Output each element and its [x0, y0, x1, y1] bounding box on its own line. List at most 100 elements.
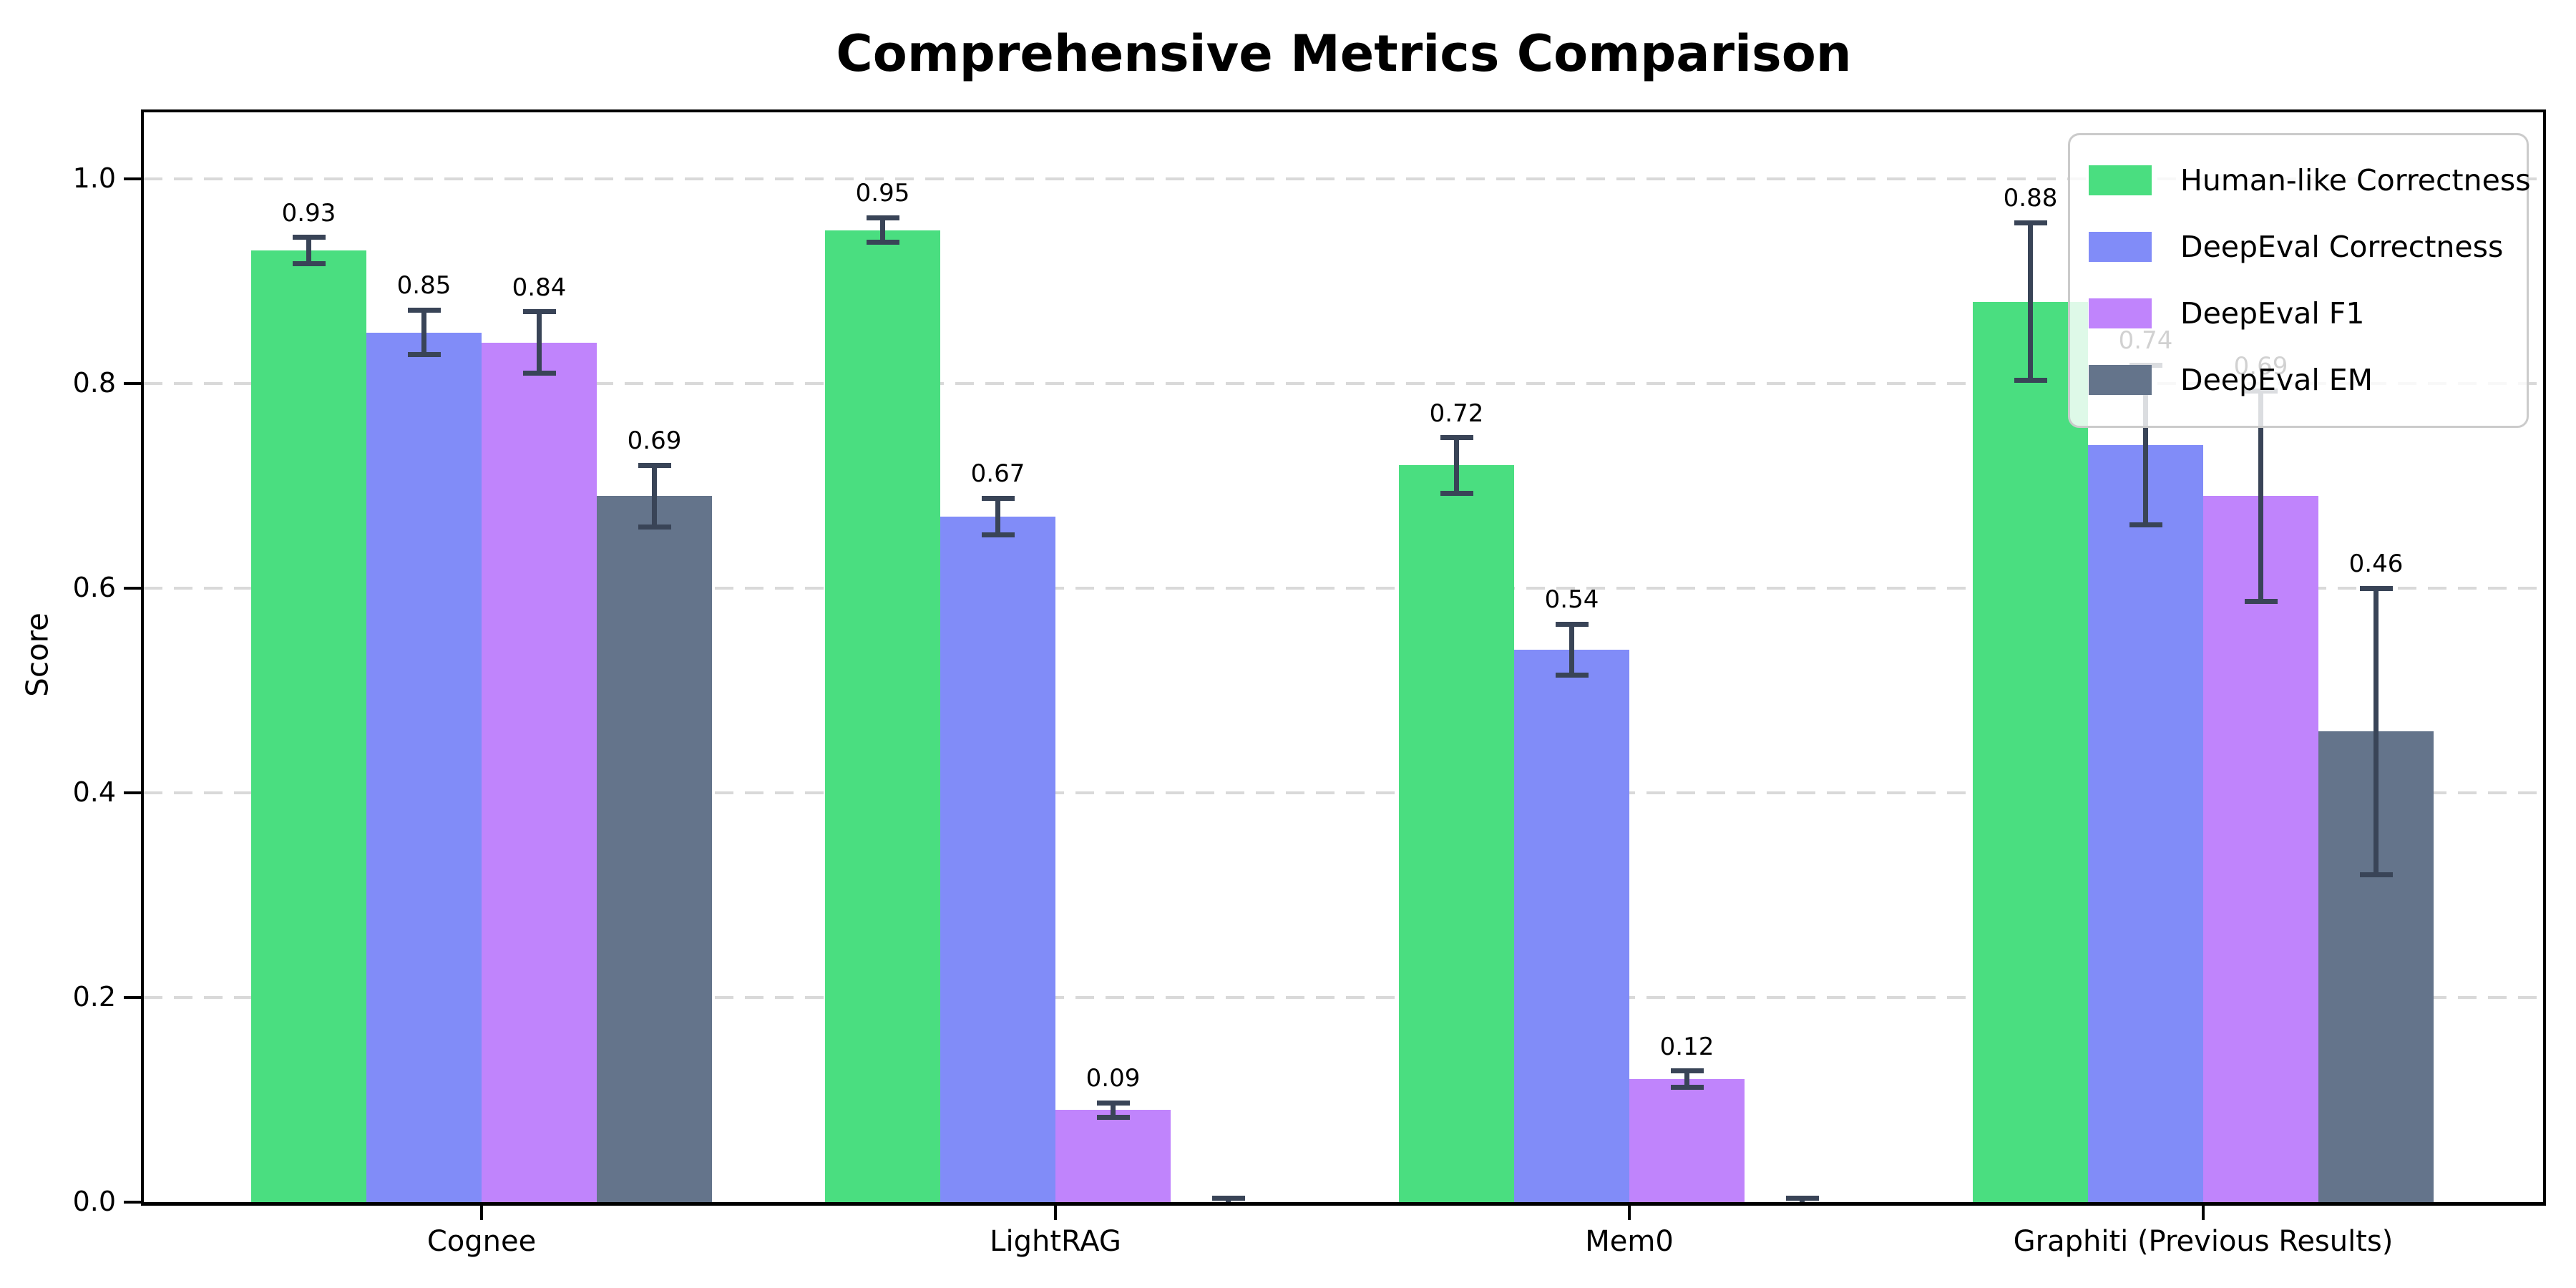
bar-value-label-human-like-correctness-mem0: 0.72: [1429, 399, 1484, 428]
bar-value-label-human-like-correctness-graphiti-previous-results: 0.88: [2003, 184, 2058, 213]
error-bar-deepeval-f1-cognee: [537, 311, 542, 374]
y-tick-mark: [124, 177, 141, 180]
gridline: [144, 996, 2543, 999]
legend-swatch-deepeval-em: [2089, 364, 2152, 395]
error-bar-deepeval-correctness-graphiti-previous-results: [2143, 365, 2148, 525]
error-cap-top: [1440, 435, 1473, 441]
bar-deepeval-correctness-lightrag: [940, 516, 1055, 1202]
error-cap-bottom: [522, 371, 556, 376]
chart-title: Comprehensive Metrics Comparison: [836, 24, 1852, 83]
bar-value-label-deepeval-f1-cognee: 0.84: [512, 273, 567, 302]
error-bar-deepeval-em-cognee: [652, 465, 657, 527]
error-cap-bottom: [2359, 872, 2393, 877]
legend-label-human-like-correctness: Human-like Correctness: [2180, 162, 2531, 197]
bar-value-label-deepeval-em-graphiti-previous-results: 0.46: [2348, 550, 2404, 578]
legend-label-deepeval-em: DeepEval EM: [2180, 362, 2373, 397]
y-tick-label: 1.0: [72, 162, 116, 195]
error-bar-deepeval-f1-mem0: [1684, 1070, 1689, 1088]
error-bar-deepeval-em-graphiti-previous-results: [2373, 588, 2379, 875]
legend-swatch-deepeval-correctness: [2089, 231, 2152, 262]
error-cap-top: [1785, 1195, 1819, 1201]
error-bar-human-like-correctness-lightrag: [880, 218, 885, 243]
error-cap-bottom: [981, 532, 1015, 538]
legend-label-deepeval-correctness: DeepEval Correctness: [2180, 229, 2504, 264]
error-cap-bottom: [407, 352, 441, 358]
error-bar-deepeval-correctness-lightrag: [995, 498, 1000, 535]
error-cap-top: [522, 309, 556, 315]
bar-human-like-correctness-lightrag: [825, 230, 940, 1202]
x-tick-mark: [2202, 1206, 2205, 1220]
gridline: [144, 382, 2543, 385]
y-tick-label: 0.6: [72, 572, 116, 604]
bar-value-label-deepeval-correctness-cognee: 0.85: [396, 271, 452, 301]
y-axis-title: Score: [19, 613, 55, 697]
y-tick-mark: [124, 1201, 141, 1204]
bar-deepeval-correctness-mem0: [1514, 649, 1629, 1202]
x-tick-mark: [1054, 1206, 1057, 1220]
bar-human-like-correctness-graphiti-previous-results: [1973, 301, 2088, 1202]
error-cap-bottom: [638, 524, 671, 530]
x-tick-label-lightrag: LightRAG: [990, 1225, 1121, 1258]
error-cap-bottom: [2014, 378, 2047, 384]
bar-deepeval-correctness-cognee: [366, 332, 482, 1202]
error-cap-top: [1096, 1100, 1130, 1106]
error-cap-top: [866, 215, 899, 220]
error-cap-top: [407, 307, 441, 313]
error-cap-bottom: [1096, 1114, 1130, 1120]
x-tick-mark: [1628, 1206, 1631, 1220]
y-tick-label: 0.2: [72, 981, 116, 1013]
x-tick-label-cognee: Cognee: [426, 1225, 537, 1258]
legend-item-deepeval-em: DeepEval EM: [2070, 346, 2527, 413]
bar-value-label-human-like-correctness-lightrag: 0.95: [855, 179, 910, 208]
bar-deepeval-f1-graphiti-previous-results: [2203, 496, 2318, 1202]
y-tick-mark: [124, 587, 141, 590]
bar-value-label-deepeval-correctness-mem0: 0.54: [1544, 585, 1599, 615]
error-cap-bottom: [866, 240, 899, 245]
error-cap-top: [638, 462, 671, 468]
y-tick-label: 0.8: [72, 367, 116, 399]
bar-value-label-human-like-correctness-cognee: 0.93: [281, 198, 336, 228]
error-cap-bottom: [2244, 599, 2278, 605]
x-tick-mark: [480, 1206, 483, 1220]
error-cap-bottom: [2129, 522, 2162, 527]
legend-swatch-human-like-correctness: [2089, 165, 2152, 195]
error-bar-human-like-correctness-cognee: [306, 237, 311, 264]
error-bar-deepeval-correctness-mem0: [1569, 624, 1574, 675]
legend-item-deepeval-f1: DeepEval F1: [2070, 280, 2527, 346]
y-tick-mark: [124, 996, 141, 999]
gridline: [144, 587, 2543, 590]
y-tick-label: 0.0: [72, 1186, 116, 1218]
error-cap-top: [1211, 1195, 1245, 1201]
x-tick-label-mem0: Mem0: [1585, 1225, 1674, 1258]
legend-swatch-deepeval-f1: [2089, 298, 2152, 328]
error-bar-human-like-correctness-graphiti-previous-results: [2028, 223, 2033, 381]
error-bar-deepeval-f1-graphiti-previous-results: [2258, 391, 2263, 602]
legend-label-deepeval-f1: DeepEval F1: [2180, 296, 2365, 331]
bar-human-like-correctness-mem0: [1399, 465, 1514, 1202]
bar-value-label-deepeval-correctness-lightrag: 0.67: [970, 459, 1025, 489]
error-cap-bottom: [1555, 673, 1589, 678]
gridline: [144, 791, 2543, 794]
error-bar-deepeval-correctness-cognee: [421, 310, 426, 355]
y-tick-mark: [124, 791, 141, 794]
error-cap-top: [1670, 1068, 1704, 1074]
gridline: [144, 177, 2543, 180]
error-cap-top: [1555, 621, 1589, 627]
error-cap-top: [2014, 220, 2047, 225]
error-cap-bottom: [1440, 490, 1473, 496]
legend: Human-like Correctness DeepEval Correctne…: [2068, 133, 2531, 428]
error-cap-top: [981, 495, 1015, 501]
bar-deepeval-f1-lightrag: [1055, 1110, 1171, 1202]
x-tick-label-graphiti-previous-results: Graphiti (Previous Results): [2013, 1225, 2394, 1258]
error-cap-top: [292, 235, 326, 240]
bar-human-like-correctness-cognee: [251, 250, 366, 1202]
error-bar-human-like-correctness-mem0: [1454, 437, 1459, 493]
bar-deepeval-correctness-graphiti-previous-results: [2088, 444, 2203, 1202]
bar-value-label-deepeval-f1-lightrag: 0.09: [1085, 1064, 1141, 1093]
error-bar-deepeval-f1-lightrag: [1111, 1103, 1116, 1118]
y-tick-mark: [124, 382, 141, 385]
error-cap-bottom: [292, 261, 326, 267]
bar-deepeval-f1-mem0: [1629, 1079, 1745, 1202]
bar-deepeval-f1-cognee: [482, 342, 597, 1202]
y-tick-label: 0.4: [72, 776, 116, 809]
